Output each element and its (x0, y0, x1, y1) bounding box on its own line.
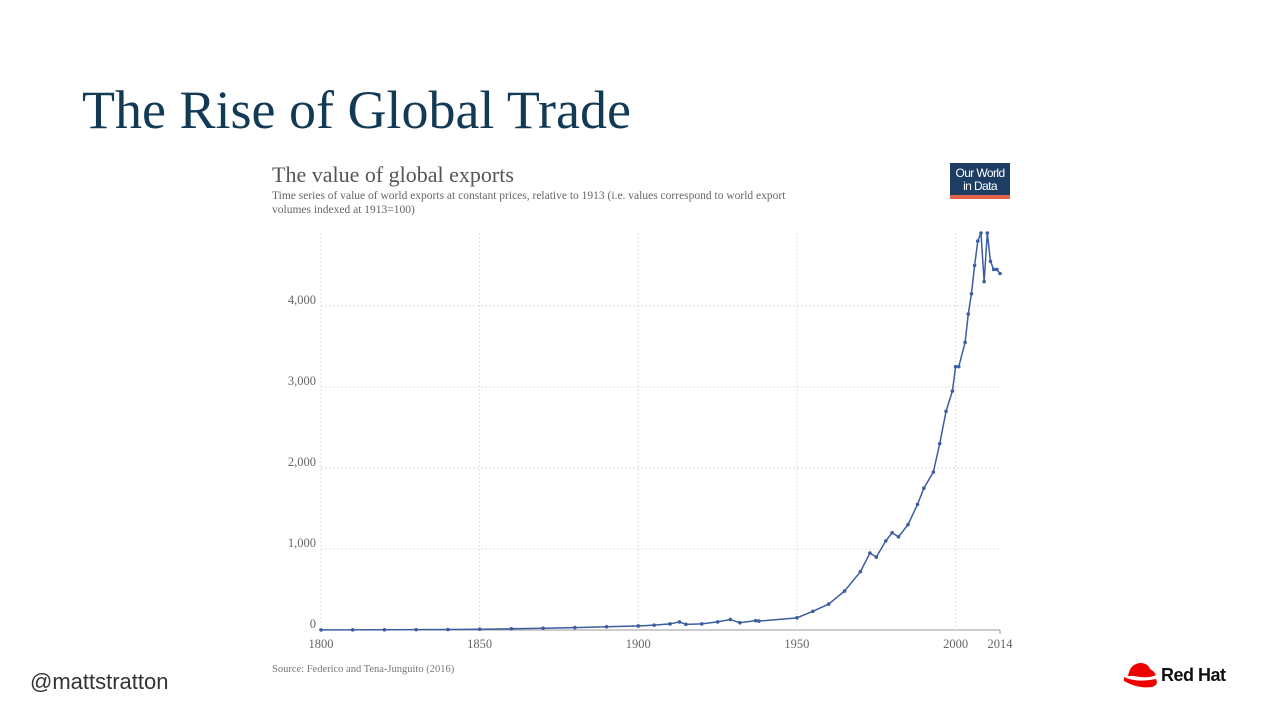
data-point (728, 617, 733, 622)
data-point (953, 364, 958, 369)
data-point (477, 627, 482, 631)
data-point (982, 279, 986, 284)
data-point (414, 627, 418, 632)
data-point (906, 522, 910, 527)
data-point (991, 267, 996, 272)
y-tick-label: 2,000 (288, 455, 316, 469)
x-tick-label: 2000 (943, 637, 968, 651)
data-point (890, 530, 894, 535)
data-point (922, 486, 926, 491)
data-point (966, 312, 971, 316)
data-point (998, 271, 1002, 276)
data-point (995, 267, 999, 272)
logo-text: in Data (963, 179, 998, 193)
brand-name: Red Hat (1161, 665, 1226, 685)
data-point (883, 539, 888, 543)
chart-subtitle: volumes indexed at 1913=100) (272, 204, 415, 216)
data-point (915, 502, 920, 507)
data-point (896, 535, 901, 539)
chart-subtitle: Time series of value of world exports at… (272, 190, 786, 202)
data-point (319, 628, 323, 632)
data-point (677, 620, 682, 624)
data-point (944, 409, 948, 414)
data-point (573, 625, 577, 630)
data-point (950, 389, 955, 393)
data-point (842, 589, 847, 593)
data-point (738, 620, 742, 625)
data-point (604, 624, 609, 629)
data-point (826, 602, 831, 606)
data-point (810, 609, 815, 614)
data-point (795, 616, 799, 620)
data-point (988, 259, 993, 264)
data-point (753, 618, 758, 623)
data-point (668, 622, 672, 626)
data-point (858, 569, 863, 574)
x-tick-label: 1800 (309, 637, 334, 651)
brand-logo: Red Hat (1124, 663, 1227, 688)
chart-source: Source: Federico and Tena-Junguito (2016… (272, 664, 455, 675)
y-tick-label: 4,000 (288, 293, 316, 307)
logo-stripe (950, 195, 1010, 199)
x-tick-label: 2014 (988, 637, 1014, 651)
data-point (969, 291, 974, 296)
data-point (956, 364, 961, 369)
data-point (963, 340, 967, 345)
data-point (636, 624, 641, 628)
y-tick-label: 1,000 (288, 536, 316, 550)
slide-title: The Rise of Global Trade (82, 80, 631, 140)
data-point (446, 627, 450, 632)
x-tick-label: 1950 (784, 637, 809, 651)
hat-icon (1124, 663, 1157, 688)
data-point (937, 441, 942, 446)
data-point (868, 551, 872, 555)
data-point (757, 619, 761, 623)
logo-box (950, 163, 1010, 199)
data-point (509, 626, 514, 631)
data-line (320, 232, 1001, 631)
data-point (715, 620, 720, 624)
y-tick-label: 3,000 (288, 374, 316, 388)
data-point (874, 555, 879, 559)
data-point (985, 231, 990, 235)
data-point (382, 627, 387, 632)
logo-text: Our World (955, 166, 1004, 180)
chart-title: The value of global exports (272, 162, 514, 187)
y-tick-label: 0 (310, 617, 316, 631)
data-point (979, 231, 983, 235)
data-point (652, 623, 656, 627)
data-point (975, 239, 980, 243)
x-tick-label: 1900 (626, 637, 651, 651)
data-point (931, 470, 936, 474)
data-point (684, 622, 688, 627)
data-point (699, 622, 704, 626)
data-point (541, 626, 545, 631)
x-tick-label: 1850 (467, 637, 492, 651)
data-point (350, 628, 355, 632)
handle: @mattstratton (30, 669, 169, 694)
data-point (972, 263, 977, 268)
